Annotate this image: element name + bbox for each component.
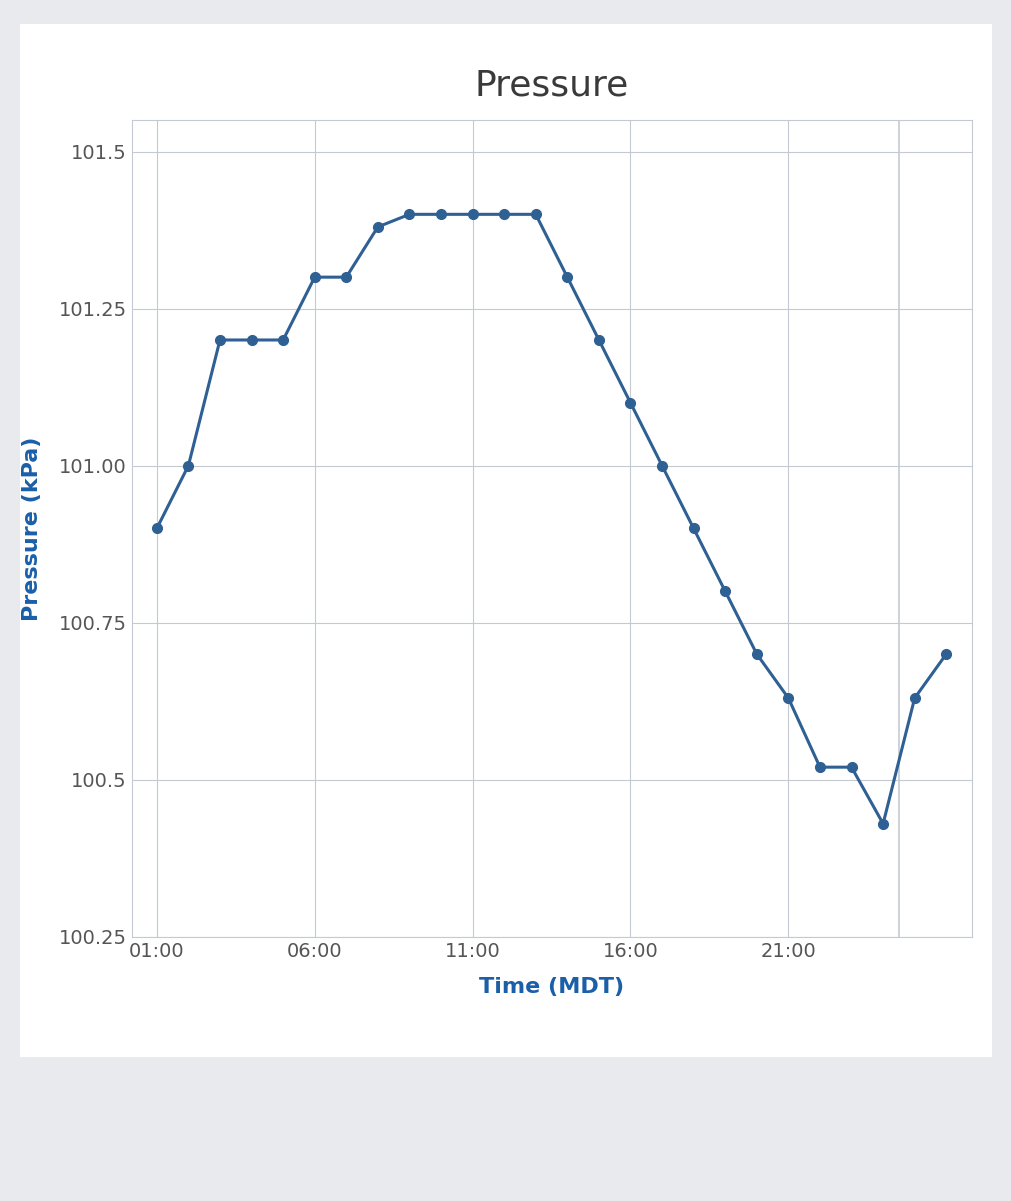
X-axis label: Time (MDT): Time (MDT) (478, 978, 624, 997)
Title: Pressure: Pressure (474, 68, 628, 102)
FancyBboxPatch shape (10, 13, 1001, 1068)
Y-axis label: Pressure (kPa): Pressure (kPa) (22, 436, 41, 621)
